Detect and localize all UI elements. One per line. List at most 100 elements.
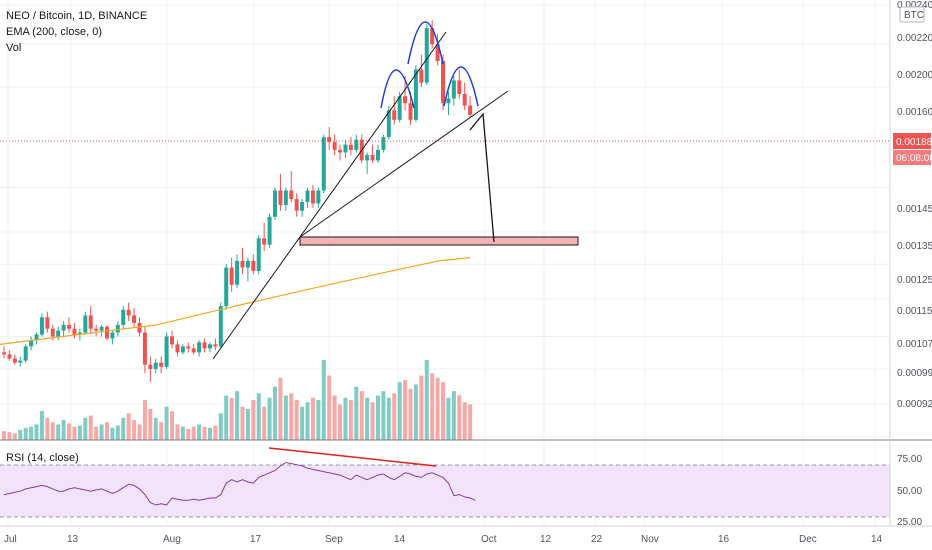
- target-zone: [299, 236, 579, 246]
- time-label: Nov: [641, 534, 659, 545]
- volume-bar: [413, 384, 418, 440]
- candle-body: [332, 142, 337, 150]
- time-label: 16: [718, 534, 730, 545]
- volume-bar: [289, 393, 294, 440]
- candle-body: [343, 144, 348, 153]
- volume-bar: [153, 417, 158, 440]
- candle-body: [278, 190, 283, 205]
- projection-arrow: [469, 112, 495, 243]
- candle-body: [45, 317, 50, 329]
- candlesticks: [2, 20, 473, 382]
- candle-body: [262, 238, 267, 245]
- candle-body: [408, 103, 413, 120]
- candle-body: [213, 344, 218, 347]
- volume-bar: [300, 406, 305, 440]
- volume-bar: [441, 382, 446, 440]
- candle-body: [104, 326, 109, 339]
- time-label: 13: [67, 534, 79, 545]
- candle-body: [186, 346, 191, 349]
- volume-bar: [159, 422, 164, 440]
- candle-body: [72, 328, 77, 335]
- volume-bar: [262, 406, 267, 440]
- volume-bar: [278, 377, 283, 440]
- head-arc: [407, 21, 444, 65]
- volume-bar: [316, 400, 321, 440]
- candle-body: [148, 364, 153, 369]
- time-label: Jul: [4, 534, 17, 545]
- candle-body: [283, 190, 288, 205]
- candle-body: [235, 260, 240, 285]
- ema-legend[interactable]: EMA (200, close, 0): [6, 26, 102, 38]
- volume-bar: [229, 397, 234, 440]
- candle-body: [424, 28, 429, 83]
- candle-body: [375, 149, 380, 161]
- volume-bar: [256, 393, 261, 440]
- candle-body: [457, 80, 462, 94]
- volume-legend[interactable]: Vol: [6, 42, 21, 54]
- candle-body: [392, 110, 397, 120]
- candle-body: [316, 190, 321, 204]
- volume-bar: [213, 425, 218, 440]
- candle-body: [300, 201, 305, 211]
- rsi-tick: 75.00: [897, 454, 922, 465]
- volume-bar: [218, 413, 223, 440]
- candle-body: [413, 69, 418, 120]
- volume-bar: [235, 391, 240, 440]
- rsi-line: [3, 461, 476, 506]
- volume-bar: [99, 424, 104, 440]
- volume-bar: [424, 360, 429, 440]
- time-axis[interactable]: Jul 13 Aug 17 Sep 14 Oct 12 22 Nov 16 De…: [4, 534, 883, 545]
- volume-bar: [251, 400, 256, 440]
- candle-body: [39, 317, 44, 335]
- time-label: 14: [394, 534, 406, 545]
- candle-body: [251, 260, 256, 271]
- candle-body: [327, 137, 332, 143]
- volume-bar: [365, 397, 370, 440]
- volume-bar: [126, 413, 131, 440]
- volume-bar: [397, 382, 402, 440]
- volume-bar: [45, 417, 50, 440]
- candle-body: [441, 60, 446, 104]
- volume-bar: [305, 402, 310, 440]
- candle-body: [354, 139, 359, 150]
- volume-bar: [34, 424, 39, 440]
- candle-body: [403, 96, 408, 104]
- time-label: Aug: [163, 534, 181, 545]
- candle-body: [197, 342, 202, 353]
- volume-bar: [403, 380, 408, 440]
- volume-bar: [164, 406, 169, 440]
- rsi-tick: 50.00: [897, 486, 922, 497]
- candle-body: [365, 155, 370, 161]
- volume-bar: [121, 417, 126, 440]
- candle-body: [175, 344, 180, 353]
- wedge-upper-trendline: [299, 90, 509, 238]
- rsi-axis[interactable]: 75.00 50.00 25.00: [897, 454, 922, 528]
- candle-body: [462, 93, 467, 106]
- volume-bar: [104, 422, 109, 440]
- rsi-legend[interactable]: RSI (14, close): [6, 452, 79, 464]
- candle-body: [67, 324, 72, 329]
- candle-body: [267, 216, 272, 245]
- candle-body: [289, 190, 294, 200]
- volume-bar: [451, 391, 456, 440]
- volume-bar: [67, 423, 72, 440]
- volume-bar: [332, 395, 337, 440]
- candle-body: [18, 360, 23, 363]
- volume-bar: [56, 424, 61, 440]
- candle-body: [61, 324, 66, 331]
- symbol-legend[interactable]: NEO / Bitcoin, 1D, BINANCE: [6, 10, 147, 22]
- currency-badge-box[interactable]: [899, 6, 925, 23]
- volume-bar: [115, 425, 120, 440]
- volume-bar: [137, 424, 142, 440]
- candle-body: [110, 332, 115, 339]
- candle-body: [451, 80, 456, 99]
- volume-bar: [18, 430, 23, 440]
- rsi-tick: 25.00: [897, 517, 922, 528]
- volume-bar: [240, 406, 245, 440]
- candle-body: [153, 362, 158, 369]
